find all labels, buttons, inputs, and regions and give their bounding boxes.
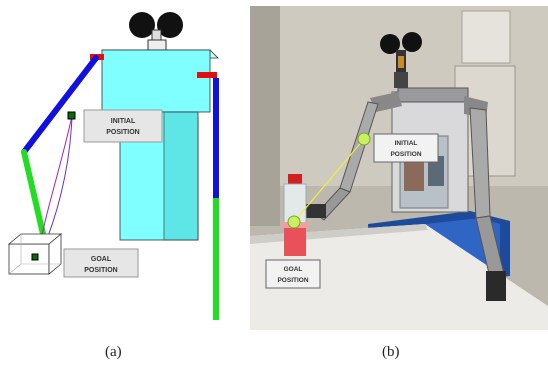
svg-text:GOAL: GOAL [91,256,112,263]
simulation-panel: INITIAL POSITION GOAL POSITION [7,12,219,320]
robot-photo-panel: INITIAL POSITION GOAL POSITION [250,6,548,330]
goal-position-label: GOAL POSITION [63,248,139,278]
initial-position-label: INITIAL POSITION [373,133,439,163]
caption-b: (b) [382,344,400,360]
svg-text:POSITION: POSITION [277,277,308,284]
goal-position-label: GOAL POSITION [265,259,321,289]
caption-a: (a) [105,344,122,360]
trajectory-line [293,138,365,223]
svg-text:POSITION: POSITION [106,129,139,136]
robot-head-icon [380,32,422,88]
initial-position-marker [67,111,76,120]
svg-text:POSITION: POSITION [390,151,421,158]
goal-position-sphere [287,215,301,229]
goal-position-marker [31,253,39,261]
bottle [282,174,308,256]
robot-torso [101,49,219,241]
svg-text:INITIAL: INITIAL [111,118,136,125]
left-forearm [21,149,46,237]
robot-head-icon [129,12,183,51]
left-upper-arm [21,55,99,155]
initial-position-label: INITIAL POSITION [83,109,163,143]
svg-text:INITIAL: INITIAL [395,140,418,147]
left-arm [306,92,402,221]
initial-position-sphere [357,132,371,146]
svg-text:POSITION: POSITION [84,267,117,274]
svg-text:GOAL: GOAL [284,266,303,273]
table [250,224,548,330]
right-shoulder [197,72,217,78]
right-arm [464,96,506,301]
goal-cube [7,233,63,275]
